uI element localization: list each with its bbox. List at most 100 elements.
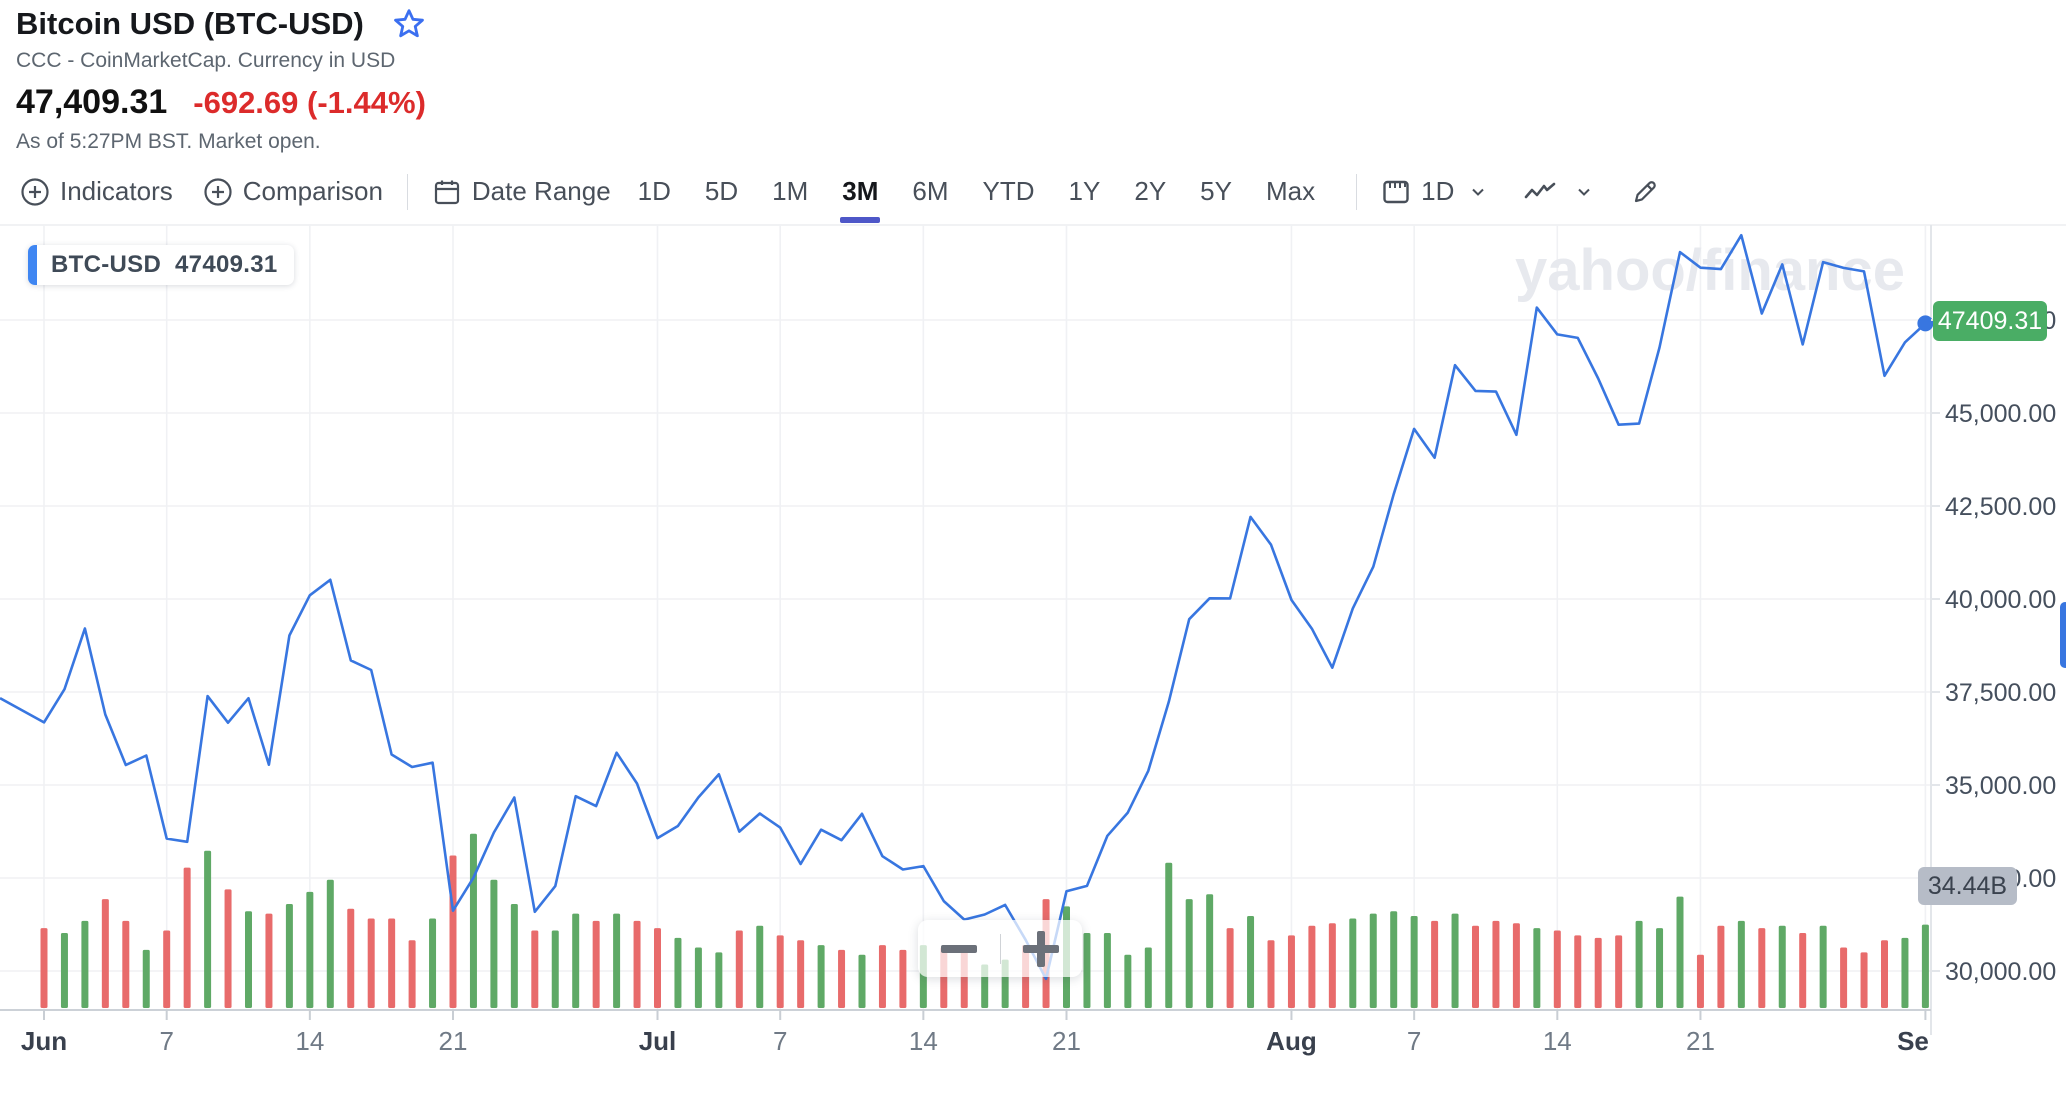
range-button-1m[interactable]: 1M — [772, 176, 809, 206]
scrollbar-handle[interactable] — [2060, 602, 2066, 668]
x-axis-label: 21 — [1052, 1026, 1081, 1056]
volume-bar — [613, 913, 621, 1008]
legend-value: 47409.31 — [175, 251, 278, 278]
plus-icon — [1023, 930, 1060, 967]
volume-bar — [1431, 920, 1439, 1008]
pencil-icon — [1635, 180, 1657, 202]
volume-bar — [1247, 916, 1255, 1008]
y-axis-label: 45,000.00 — [1945, 400, 2056, 428]
volume-bar — [183, 867, 191, 1008]
volume-bar — [1124, 954, 1132, 1008]
volume-bar — [122, 920, 130, 1008]
volume-bar — [1492, 920, 1500, 1008]
volume-bar — [1840, 947, 1848, 1008]
volume-bar — [1799, 932, 1807, 1008]
volume-bar — [899, 949, 907, 1008]
volume-bar — [572, 913, 580, 1008]
page-title: Bitcoin USD (BTC-USD) — [16, 6, 364, 41]
legend-symbol: BTC-USD — [51, 251, 162, 278]
range-button-ytd[interactable]: YTD — [982, 176, 1035, 206]
x-axis-label: 14 — [1543, 1026, 1572, 1056]
range-button-1d[interactable]: 1D — [637, 176, 671, 206]
volume-bar — [163, 930, 171, 1008]
indicators-label: Indicators — [60, 176, 173, 206]
volume-badge: 34.44B — [1918, 867, 2017, 905]
x-axis-label: 21 — [439, 1026, 468, 1056]
watermark: yahoo/finance — [1515, 238, 1905, 303]
toolbar-divider — [1356, 173, 1358, 210]
x-axis-label: 7 — [1407, 1026, 1421, 1056]
volume-bar — [858, 954, 866, 1008]
chart-type-selector[interactable] — [1520, 177, 1592, 207]
plus-circle-icon — [204, 177, 232, 206]
volume-bar — [1349, 918, 1357, 1008]
range-button-1y[interactable]: 1Y — [1068, 176, 1101, 206]
comparison-label: Comparison — [242, 176, 383, 206]
volume-bar — [1206, 894, 1214, 1008]
volume-bar — [674, 937, 682, 1008]
volume-bar — [1328, 923, 1336, 1008]
y-axis-label: 37,500.00 — [1945, 679, 2056, 707]
range-button-5y[interactable]: 5Y — [1200, 176, 1232, 206]
watchlist-star-icon[interactable] — [392, 7, 426, 41]
price-change: -692.69 (-1.44%) — [193, 85, 426, 120]
volume-bar — [1901, 937, 1909, 1008]
x-axis-label: Se — [1897, 1026, 1929, 1056]
volume-bar — [1369, 913, 1377, 1008]
quote-header: Bitcoin USD (BTC-USD) CCC - CoinMarketCa… — [16, 6, 426, 154]
range-button-3m[interactable]: 3M — [840, 158, 881, 225]
volume-bar — [40, 928, 48, 1008]
range-selector: 1D 5D 1M 3M 6M YTD 1Y 2Y 5Y Max — [621, 158, 1332, 225]
volume-bar — [1819, 925, 1827, 1008]
zoom-in-button[interactable] — [1001, 920, 1083, 977]
volume-bar — [1226, 928, 1234, 1008]
draw-button[interactable] — [1628, 177, 1662, 207]
volume-bar — [204, 850, 212, 1008]
volume-bar — [1390, 911, 1398, 1008]
volume-bar — [1512, 923, 1520, 1008]
range-button-max[interactable]: Max — [1265, 176, 1316, 206]
y-axis-label: 30,000.00 — [1945, 958, 2056, 986]
volume-bar — [735, 930, 743, 1008]
zoom-controls — [918, 920, 1082, 977]
volume-bar — [1472, 925, 1479, 1008]
y-axis-label: 40,000.00 — [1945, 586, 2056, 614]
volume-bar — [1696, 954, 1704, 1008]
comparison-button[interactable]: Comparison — [203, 176, 383, 207]
interval-label: 1D — [1421, 176, 1455, 206]
volume-bar — [878, 945, 886, 1008]
volume-bar — [1615, 935, 1623, 1008]
asof-text: As of 5:27PM BST. Market open. — [16, 130, 321, 153]
volume-bar — [101, 899, 109, 1008]
volume-bar — [1635, 920, 1643, 1008]
volume-bar — [306, 891, 314, 1008]
volume-bar — [776, 935, 784, 1008]
volume-bar — [490, 879, 498, 1008]
current-price: 47,409.31 — [16, 83, 168, 121]
volume-bar — [1308, 925, 1316, 1008]
volume-bar — [1921, 924, 1929, 1008]
indicators-button[interactable]: Indicators — [20, 176, 173, 207]
volume-bar — [1185, 899, 1193, 1008]
y-axis-label: 35,000.00 — [1945, 772, 2056, 800]
x-axis-label: 7 — [773, 1026, 787, 1056]
range-button-2y[interactable]: 2Y — [1134, 176, 1167, 206]
volume-bar — [1267, 940, 1275, 1008]
volume-bar — [510, 903, 518, 1008]
volume-bar — [551, 930, 559, 1008]
volume-bar — [1676, 896, 1684, 1008]
zoom-out-button[interactable] — [918, 920, 1000, 977]
volume-bar — [1083, 932, 1091, 1008]
volume-bar — [1410, 916, 1418, 1008]
x-axis-label: 14 — [909, 1026, 938, 1056]
range-button-5d[interactable]: 5D — [704, 176, 739, 206]
x-axis-label: Jul — [639, 1026, 677, 1056]
y-axis-label: 42,500.00 — [1945, 493, 2056, 521]
volume-bar — [1144, 947, 1152, 1008]
range-button-6m[interactable]: 6M — [912, 176, 949, 206]
interval-selector[interactable]: 1D — [1381, 176, 1486, 207]
volume-bar — [60, 932, 68, 1008]
volume-bar — [1758, 928, 1766, 1008]
date-range-button[interactable]: Date Range — [432, 176, 611, 207]
